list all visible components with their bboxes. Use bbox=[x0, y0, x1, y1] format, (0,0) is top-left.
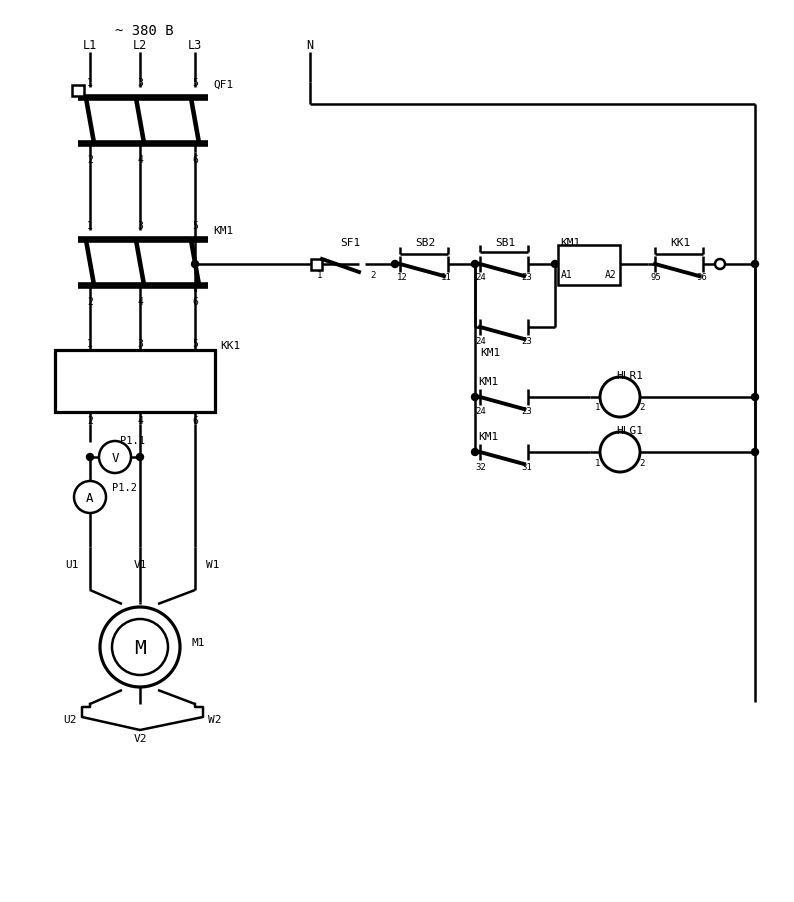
Text: M1: M1 bbox=[191, 638, 205, 648]
Text: 31: 31 bbox=[522, 462, 532, 471]
Text: SF1: SF1 bbox=[340, 238, 360, 248]
Text: QF1: QF1 bbox=[213, 80, 233, 90]
Text: 24: 24 bbox=[476, 337, 487, 346]
Text: 3: 3 bbox=[137, 221, 143, 231]
Text: 32: 32 bbox=[476, 462, 487, 471]
Text: 1: 1 bbox=[596, 458, 601, 467]
Text: 1: 1 bbox=[87, 338, 93, 348]
Text: 2: 2 bbox=[87, 297, 93, 307]
Text: W2: W2 bbox=[208, 714, 222, 724]
Text: 4: 4 bbox=[137, 416, 143, 426]
Text: KM1: KM1 bbox=[478, 431, 498, 441]
Text: 96: 96 bbox=[696, 272, 707, 281]
Text: 2: 2 bbox=[370, 271, 376, 280]
Text: 3: 3 bbox=[137, 338, 143, 348]
Text: M: M bbox=[134, 638, 146, 657]
Bar bbox=[55, 351, 215, 412]
Circle shape bbox=[600, 433, 640, 473]
Text: N: N bbox=[306, 39, 314, 51]
Text: 12: 12 bbox=[397, 272, 407, 281]
Text: 24: 24 bbox=[476, 407, 487, 416]
Circle shape bbox=[600, 378, 640, 418]
Text: W1: W1 bbox=[206, 559, 220, 569]
Circle shape bbox=[751, 394, 758, 401]
Circle shape bbox=[391, 262, 399, 268]
Text: 1: 1 bbox=[596, 403, 601, 412]
Circle shape bbox=[552, 262, 558, 268]
Text: 3: 3 bbox=[137, 78, 143, 87]
Text: KM1: KM1 bbox=[478, 376, 498, 387]
Text: 2: 2 bbox=[87, 416, 93, 426]
Bar bbox=[311, 260, 322, 271]
Text: 5: 5 bbox=[192, 78, 198, 87]
Bar bbox=[558, 245, 620, 286]
Text: 1: 1 bbox=[87, 221, 93, 231]
Text: HLR1: HLR1 bbox=[616, 371, 643, 381]
Text: KM1: KM1 bbox=[480, 347, 500, 357]
Text: 2: 2 bbox=[87, 155, 93, 165]
Circle shape bbox=[715, 260, 725, 270]
Text: SB2: SB2 bbox=[415, 238, 435, 248]
Circle shape bbox=[112, 620, 168, 676]
Text: L3: L3 bbox=[188, 39, 202, 51]
Text: U1: U1 bbox=[65, 559, 79, 569]
Text: 2: 2 bbox=[639, 458, 645, 467]
Text: 5: 5 bbox=[192, 338, 198, 348]
Text: P1.1: P1.1 bbox=[120, 436, 145, 446]
Text: P1.2: P1.2 bbox=[112, 483, 137, 492]
Text: V1: V1 bbox=[133, 559, 147, 569]
Text: 95: 95 bbox=[650, 272, 661, 281]
Circle shape bbox=[100, 607, 180, 687]
Text: 6: 6 bbox=[192, 416, 198, 426]
Text: KK1: KK1 bbox=[220, 341, 241, 351]
Circle shape bbox=[137, 454, 144, 461]
Text: 6: 6 bbox=[192, 297, 198, 307]
Text: 11: 11 bbox=[441, 272, 451, 281]
Text: KM1: KM1 bbox=[213, 226, 233, 235]
Text: V: V bbox=[111, 451, 119, 464]
Text: HLG1: HLG1 bbox=[616, 426, 643, 436]
Circle shape bbox=[751, 262, 758, 268]
Text: 5: 5 bbox=[192, 221, 198, 231]
Text: A2: A2 bbox=[605, 270, 617, 280]
Circle shape bbox=[191, 262, 198, 268]
Circle shape bbox=[472, 449, 479, 456]
Text: 2: 2 bbox=[639, 403, 645, 412]
Circle shape bbox=[74, 482, 106, 513]
Text: 23: 23 bbox=[522, 407, 532, 416]
Text: A1: A1 bbox=[561, 270, 572, 280]
Text: A: A bbox=[87, 491, 94, 504]
Text: L2: L2 bbox=[133, 39, 147, 51]
Text: KM1: KM1 bbox=[560, 238, 580, 248]
Text: SB1: SB1 bbox=[495, 238, 515, 248]
Text: ~ 380 B: ~ 380 B bbox=[115, 24, 174, 38]
Circle shape bbox=[472, 394, 479, 401]
Text: 24: 24 bbox=[476, 272, 487, 281]
Bar bbox=[72, 86, 84, 97]
Circle shape bbox=[751, 449, 758, 456]
Text: 1: 1 bbox=[318, 271, 322, 280]
Text: KK1: KK1 bbox=[670, 238, 690, 248]
Circle shape bbox=[99, 441, 131, 474]
Text: L1: L1 bbox=[83, 39, 97, 51]
Text: V2: V2 bbox=[133, 733, 147, 743]
Text: U2: U2 bbox=[64, 714, 77, 724]
Text: 23: 23 bbox=[522, 337, 532, 346]
Text: 4: 4 bbox=[137, 297, 143, 307]
Text: 1: 1 bbox=[87, 78, 93, 87]
Circle shape bbox=[87, 454, 94, 461]
Circle shape bbox=[472, 262, 479, 268]
Text: 6: 6 bbox=[192, 155, 198, 165]
Text: 23: 23 bbox=[522, 272, 532, 281]
Text: 4: 4 bbox=[137, 155, 143, 165]
